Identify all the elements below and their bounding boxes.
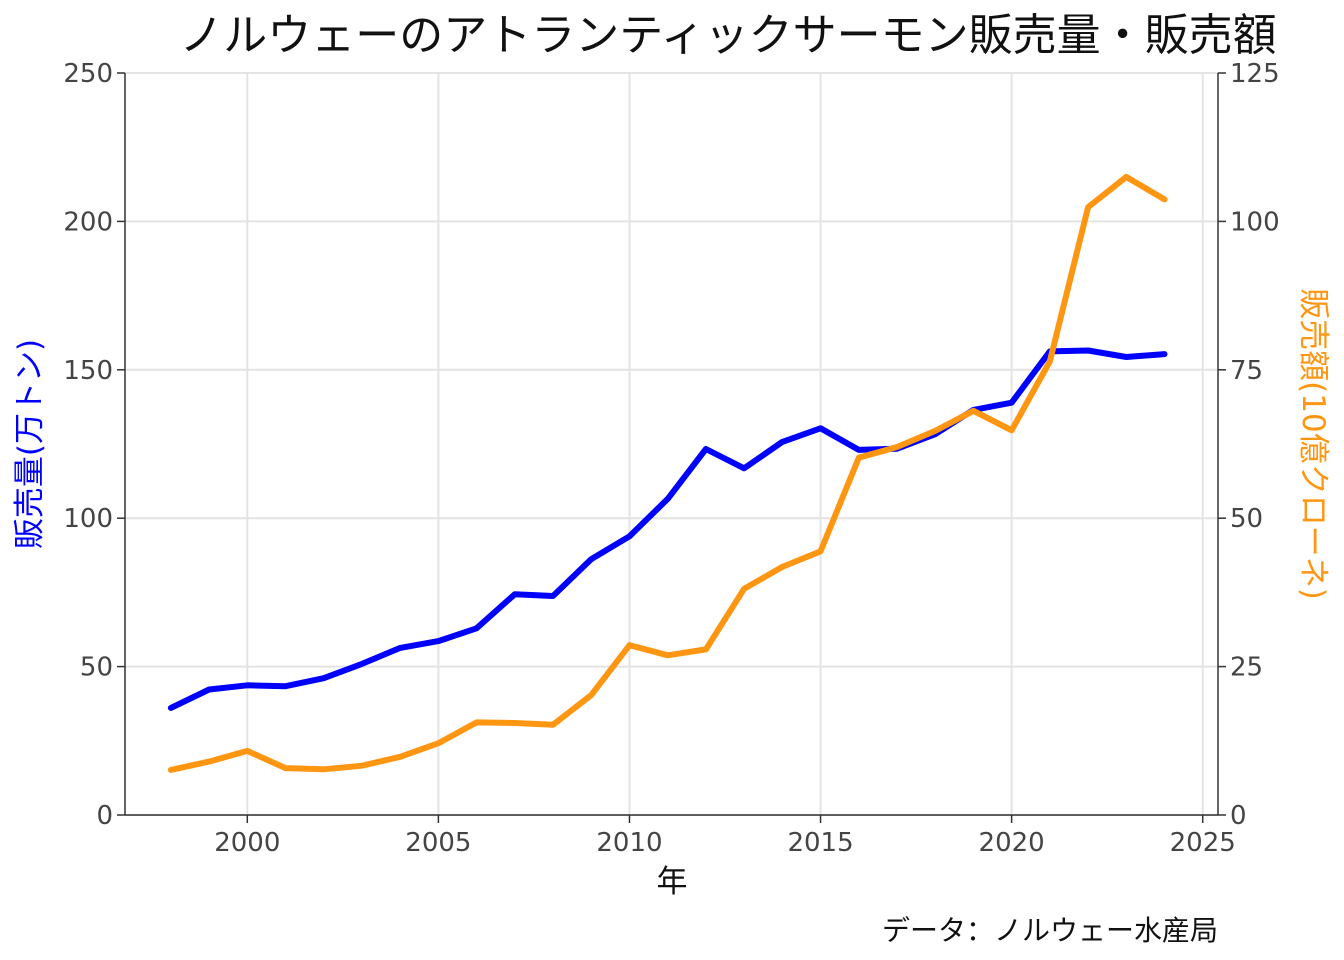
chart-title: ノルウェーのアトランティックサーモン販売量・販売額 <box>179 10 1276 61</box>
x-tick-label: 2000 <box>214 828 280 858</box>
left-tick-label: 250 <box>63 59 113 89</box>
x-axis-title: 年 <box>657 864 688 900</box>
x-tick-label: 2020 <box>979 828 1045 858</box>
left-tick-label: 0 <box>96 801 113 831</box>
right-tick-label: 0 <box>1230 801 1247 831</box>
left-axis-title: 販売量(万トン) <box>12 339 48 549</box>
right-tick-label: 100 <box>1230 207 1280 237</box>
sales-volume-line <box>167 347 1168 711</box>
sales-value-line <box>167 173 1168 773</box>
right-axis-title: 販売額(10億クローネ) <box>1295 288 1331 600</box>
right-tick-label: 75 <box>1230 356 1263 386</box>
left-tick-label: 100 <box>63 504 113 534</box>
x-tick-label: 2010 <box>596 828 662 858</box>
series-lines <box>167 173 1168 773</box>
x-tick-label: 2005 <box>405 828 471 858</box>
right-tick-label: 25 <box>1230 653 1263 683</box>
left-tick-label: 200 <box>63 207 113 237</box>
left-axis-ticks: 0 50 100 150 200 250 <box>63 59 125 831</box>
right-tick-label: 50 <box>1230 504 1263 534</box>
left-tick-label: 50 <box>80 653 113 683</box>
x-tick-label: 2015 <box>787 828 853 858</box>
right-axis-ticks: 0 25 50 75 100 125 <box>1218 59 1280 831</box>
left-tick-label: 150 <box>63 356 113 386</box>
right-tick-label: 125 <box>1230 59 1280 89</box>
x-gridlines <box>246 73 1204 815</box>
x-tick-label: 2025 <box>1170 828 1236 858</box>
plot-background <box>125 73 1218 814</box>
x-axis-ticks: 2000 2005 2010 2015 2020 2025 <box>214 815 1236 858</box>
caption: データ：ノルウェー水産局 <box>882 914 1218 947</box>
